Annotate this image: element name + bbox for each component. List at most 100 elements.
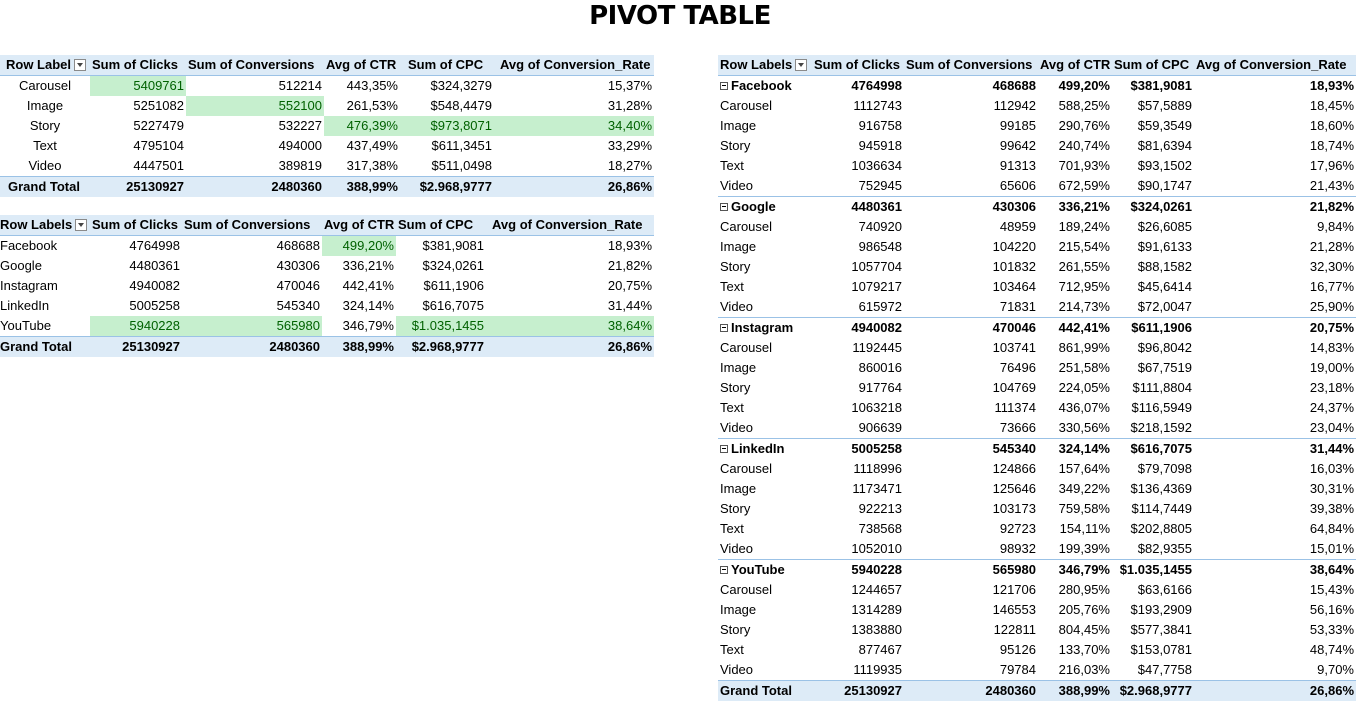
cpc-cell[interactable]: $90,1747 [1137, 178, 1192, 193]
row-label[interactable]: Carousel [720, 461, 773, 476]
cpc-cell[interactable]: $611,1906 [1112, 317, 1194, 338]
ctr-cell[interactable]: 290,76% [1058, 118, 1110, 133]
row-label[interactable]: Text [720, 279, 744, 294]
row-label[interactable]: Text [720, 400, 744, 415]
clicks-cell[interactable]: 5409761 [90, 75, 186, 96]
ctr-cell[interactable]: 189,24% [1058, 219, 1110, 234]
ctr-cell[interactable]: 437,49% [346, 138, 398, 153]
ctr-cell[interactable]: 324,14% [1038, 438, 1112, 459]
clicks-cell[interactable]: 615972 [858, 299, 902, 314]
conversions-cell[interactable]: 103464 [992, 279, 1036, 294]
conversion-rate-cell[interactable]: 15,01% [1309, 541, 1354, 556]
ctr-cell[interactable]: 442,41% [1038, 317, 1112, 338]
row-label[interactable]: Carousel [720, 219, 773, 234]
ctr-cell[interactable]: 199,39% [1058, 541, 1110, 556]
clicks-cell[interactable]: 25130927 [812, 680, 904, 701]
conversions-cell[interactable]: 2480360 [904, 680, 1038, 701]
conversion-rate-cell[interactable]: 33,29% [607, 138, 652, 153]
clicks-cell[interactable]: 922213 [858, 501, 902, 516]
cpc-cell[interactable]: $218,1592 [1130, 420, 1192, 435]
clicks-cell[interactable]: 1063218 [851, 400, 902, 415]
row-label[interactable]: Carousel [720, 340, 773, 355]
clicks-cell[interactable]: 5227479 [133, 118, 184, 133]
row-label[interactable]: Image [26, 98, 64, 113]
ctr-cell[interactable]: 317,38% [346, 158, 398, 173]
collapse-icon[interactable] [720, 565, 728, 574]
row-label[interactable]: Text [720, 642, 744, 657]
clicks-cell[interactable]: 5005258 [812, 438, 904, 459]
row-label[interactable]: Image [720, 360, 757, 375]
cpc-cell[interactable]: $91,6133 [1137, 239, 1192, 254]
row-label[interactable]: Facebook [0, 238, 58, 253]
row-label[interactable]: Story [720, 501, 751, 516]
conversions-cell[interactable]: 71831 [999, 299, 1036, 314]
cpc-cell[interactable]: $1.035,1455 [396, 316, 486, 337]
group-label[interactable]: Facebook [718, 75, 812, 96]
conversions-cell[interactable]: 103173 [992, 501, 1036, 516]
conversion-rate-cell[interactable]: 9,70% [1317, 662, 1354, 677]
conversions-cell[interactable]: 99185 [999, 118, 1036, 133]
row-label[interactable]: Google [0, 258, 42, 273]
conversion-rate-cell[interactable]: 15,43% [1309, 582, 1354, 597]
conversion-rate-cell[interactable]: 38,64% [486, 316, 654, 337]
conversion-rate-cell[interactable]: 9,84% [1317, 219, 1354, 234]
row-label[interactable]: Image [720, 118, 757, 133]
conversion-rate-cell[interactable]: 64,84% [1309, 521, 1354, 536]
cpc-cell[interactable]: $202,8805 [1130, 521, 1192, 536]
conversion-rate-cell[interactable]: 19,00% [1309, 360, 1354, 375]
clicks-cell[interactable]: 906639 [858, 420, 902, 435]
conversions-cell[interactable]: 76496 [999, 360, 1036, 375]
clicks-cell[interactable]: 945918 [858, 138, 902, 153]
conversions-cell[interactable]: 65606 [999, 178, 1036, 193]
cpc-cell[interactable]: $381,9081 [1112, 75, 1194, 96]
ctr-cell[interactable]: 224,05% [1058, 380, 1110, 395]
ctr-cell[interactable]: 215,54% [1058, 239, 1110, 254]
cpc-cell[interactable]: $79,7098 [1137, 461, 1192, 476]
row-label[interactable]: Video [720, 178, 754, 193]
conversion-rate-cell[interactable]: 21,82% [1194, 196, 1356, 217]
conversions-cell[interactable]: 99642 [999, 138, 1036, 153]
ctr-cell[interactable]: 133,70% [1058, 642, 1110, 657]
conversions-cell[interactable]: 468688 [904, 75, 1038, 96]
cpc-cell[interactable]: $616,7075 [422, 298, 484, 313]
collapse-icon[interactable] [720, 323, 728, 332]
conversion-rate-cell[interactable]: 34,40% [494, 116, 654, 136]
conversion-rate-cell[interactable]: 30,31% [1309, 481, 1354, 496]
cpc-cell[interactable]: $511,0498 [431, 158, 493, 173]
cpc-cell[interactable]: $324,0261 [1112, 196, 1194, 217]
cpc-cell[interactable]: $2.968,9777 [400, 176, 494, 197]
conversions-cell[interactable]: 73666 [999, 420, 1036, 435]
ctr-cell[interactable]: 216,03% [1058, 662, 1110, 677]
cpc-cell[interactable]: $45,6414 [1137, 279, 1192, 294]
clicks-cell[interactable]: 860016 [858, 360, 902, 375]
clicks-cell[interactable]: 5005258 [129, 298, 180, 313]
ctr-cell[interactable]: 476,39% [324, 116, 400, 136]
ctr-cell[interactable]: 388,99% [322, 336, 396, 357]
filter-dropdown-icon[interactable] [74, 58, 87, 71]
clicks-cell[interactable]: 917764 [858, 380, 902, 395]
row-label[interactable]: Image [720, 239, 757, 254]
cpc-cell[interactable]: $973,8071 [400, 116, 494, 136]
clicks-cell[interactable]: 986548 [858, 239, 902, 254]
cpc-cell[interactable]: $96,8042 [1137, 340, 1192, 355]
clicks-cell[interactable]: 4480361 [812, 196, 904, 217]
conversion-rate-cell[interactable]: 32,30% [1309, 259, 1354, 274]
ctr-cell[interactable]: 861,99% [1058, 340, 1110, 355]
conversions-cell[interactable]: 430306 [276, 258, 320, 273]
conversions-cell[interactable]: 545340 [904, 438, 1038, 459]
conversion-rate-cell[interactable]: 26,86% [486, 336, 654, 357]
row-label[interactable]: Video [28, 158, 62, 173]
clicks-cell[interactable]: 1173471 [852, 481, 902, 496]
row-label[interactable]: Carousel [720, 98, 773, 113]
collapse-icon[interactable] [720, 444, 728, 453]
clicks-cell[interactable]: 1052010 [851, 541, 902, 556]
cpc-cell[interactable]: $324,3279 [430, 78, 492, 93]
clicks-cell[interactable]: 1192445 [852, 340, 902, 355]
row-label[interactable]: Story [720, 380, 751, 395]
clicks-cell[interactable]: 1118996 [853, 461, 902, 476]
ctr-cell[interactable]: 324,14% [342, 298, 394, 313]
clicks-cell[interactable]: 877467 [858, 642, 902, 657]
conversions-cell[interactable]: 112942 [993, 98, 1036, 113]
cpc-cell[interactable]: $63,6166 [1137, 582, 1192, 597]
ctr-cell[interactable]: 330,56% [1058, 420, 1110, 435]
